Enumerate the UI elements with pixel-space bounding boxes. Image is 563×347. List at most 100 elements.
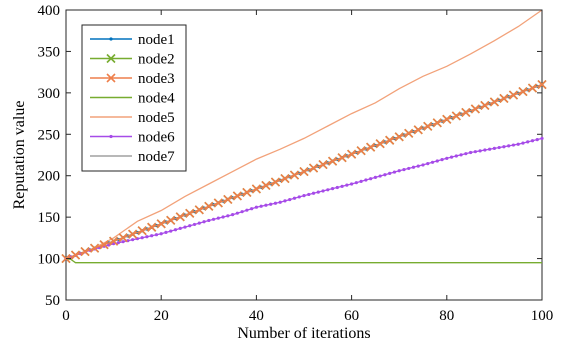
data-point-node3: [118, 233, 128, 243]
data-point-node6: [445, 156, 449, 160]
y-tick-label: 350: [38, 44, 61, 60]
data-point-node6: [216, 216, 220, 220]
data-point-node6: [202, 220, 206, 224]
data-point-node6: [449, 155, 454, 159]
data-point-node6: [378, 174, 382, 178]
data-point-node6: [250, 207, 254, 211]
data-point-node3: [270, 177, 281, 187]
data-point-node6: [454, 154, 458, 158]
data-point-node3: [442, 114, 452, 124]
data-point-node3: [480, 100, 490, 111]
data-point-node6: [292, 196, 297, 200]
data-point-node3: [508, 90, 519, 100]
data-point-node6: [397, 169, 401, 173]
data-point-node6: [326, 188, 330, 192]
data-point-node6: [411, 165, 416, 169]
data-point-node6: [264, 203, 268, 207]
data-point-node6: [373, 175, 377, 179]
data-point-node3: [451, 111, 461, 121]
data-point-node6: [526, 140, 530, 144]
legend-label: node5: [138, 110, 175, 126]
data-point-node6: [159, 232, 163, 236]
series-node3: [61, 80, 547, 264]
data-point-node6: [283, 199, 287, 203]
series-node5: [65, 9, 543, 260]
data-point-node6: [169, 229, 173, 233]
data-point-node3: [242, 187, 252, 198]
data-point-node6: [321, 189, 325, 193]
data-point-node6: [207, 218, 211, 223]
data-point-node3: [337, 153, 347, 163]
data-point-node6: [530, 139, 535, 143]
data-point-node3: [175, 212, 185, 222]
data-point-node3: [404, 128, 414, 138]
data-point-node6: [131, 238, 135, 242]
data-point-node6: [211, 217, 216, 221]
y-tick-label: 200: [38, 169, 61, 185]
data-point-node3: [318, 160, 328, 170]
legend-item-node6: node6: [90, 130, 175, 146]
data-point-node3: [366, 142, 376, 152]
data-point-node6: [402, 167, 406, 172]
data-point-node6: [154, 233, 159, 237]
data-point-node3: [518, 86, 528, 97]
data-point-node3: [251, 184, 261, 194]
data-point-node3: [232, 191, 242, 201]
data-point-node6: [330, 187, 335, 191]
data-point-node6: [511, 143, 516, 147]
data-point-node3: [413, 125, 423, 135]
series-layer: [61, 9, 547, 264]
data-point-node6: [226, 214, 230, 218]
data-point-node6: [245, 208, 249, 212]
legend-label: node3: [138, 71, 175, 87]
data-point-node6: [369, 177, 373, 181]
data-point-node3: [461, 107, 471, 117]
data-point-node6: [364, 178, 368, 182]
data-point-node3: [470, 104, 480, 114]
data-point-node6: [430, 160, 435, 164]
data-point-node3: [147, 222, 157, 232]
data-point-node6: [311, 191, 316, 195]
x-tick-label: 80: [439, 308, 454, 324]
legend-label: node7: [138, 149, 175, 165]
data-point-node6: [192, 222, 197, 227]
data-point-node6: [188, 224, 192, 228]
data-point-node6: [354, 181, 358, 185]
data-point-node6: [178, 226, 182, 231]
y-tick-label: 50: [45, 293, 60, 309]
data-point-node3: [128, 229, 138, 239]
data-point-node3: [109, 236, 119, 246]
data-point-node6: [145, 235, 149, 239]
data-point-node3: [327, 156, 338, 166]
data-point-node6: [359, 179, 363, 183]
data-point-node6: [307, 192, 311, 197]
data-point-node6: [392, 170, 397, 174]
data-point-node6: [345, 183, 349, 187]
data-point-node3: [166, 215, 176, 225]
data-point-node6: [469, 150, 473, 155]
data-point-node3: [137, 226, 147, 236]
data-point-node3: [280, 173, 290, 184]
data-point-node6: [502, 145, 506, 149]
y-tick-label: 150: [38, 210, 61, 226]
data-point-node6: [297, 195, 301, 199]
data-point-node6: [492, 146, 496, 150]
data-point-node3: [70, 250, 81, 260]
data-point-node6: [240, 210, 244, 214]
data-point-node6: [269, 202, 273, 206]
data-point-node6: [235, 211, 239, 215]
data-point-node3: [99, 240, 109, 250]
data-point-node6: [273, 201, 278, 205]
data-point-node6: [335, 185, 339, 190]
data-point-node6: [350, 182, 354, 186]
data-point-node3: [385, 135, 395, 145]
data-point-node6: [288, 197, 292, 202]
data-point-node6: [173, 228, 178, 232]
data-point-node3: [394, 132, 404, 142]
data-point-node3: [204, 201, 214, 211]
data-point-node3: [156, 219, 166, 229]
data-point-node3: [537, 80, 547, 90]
data-point-node6: [140, 236, 144, 240]
data-point-node6: [150, 234, 154, 238]
